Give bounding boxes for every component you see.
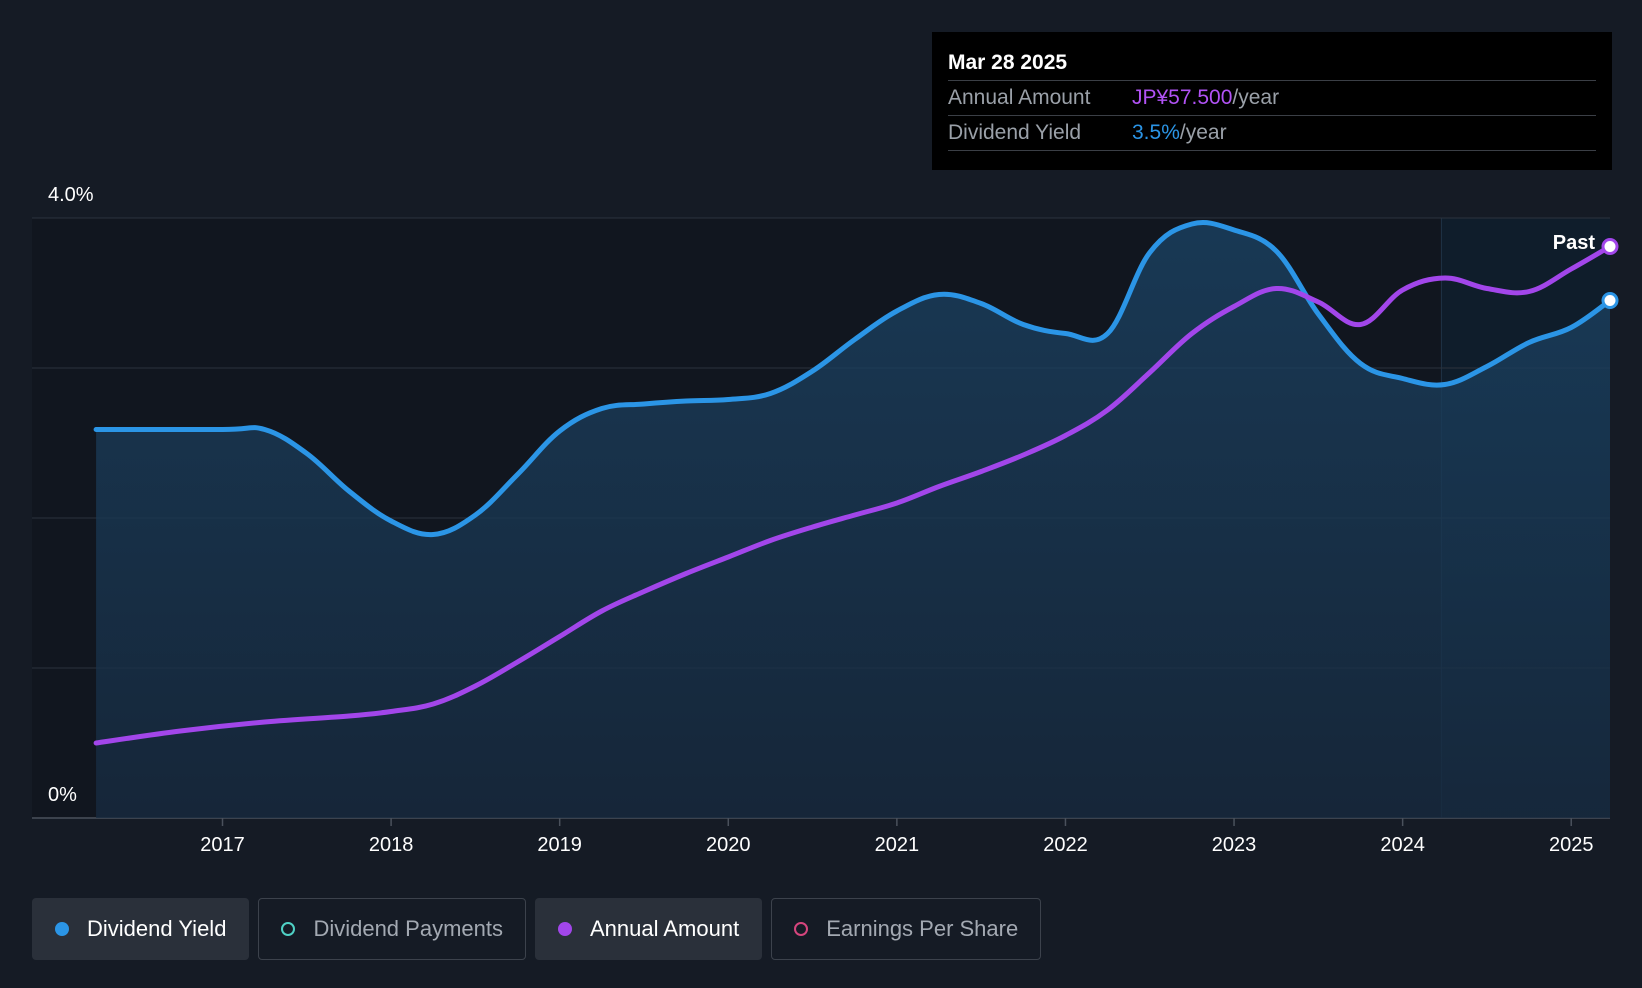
x-tick-label: 2025 (1549, 834, 1594, 856)
tooltip-value: 3.5% (1132, 121, 1180, 144)
x-tick-label: 2022 (1043, 834, 1088, 856)
tooltip-value: JP¥57.500 (1132, 86, 1233, 109)
past-region-label: Past (1553, 232, 1596, 254)
legend-earnings-per-share[interactable]: Earnings Per Share (771, 898, 1042, 960)
annual-amount-end-marker (1601, 238, 1619, 255)
tooltip-label: Annual Amount (948, 86, 1091, 109)
legend-dividend-yield[interactable]: Dividend Yield (32, 898, 250, 960)
legend-dot-icon (55, 922, 69, 936)
x-tick-label: 2021 (875, 834, 920, 856)
x-tick-label: 2017 (200, 834, 245, 856)
data-tooltip: Mar 28 2025 Annual Amount JP¥57.500 /yea… (932, 32, 1612, 170)
tooltip-unit: /year (1179, 121, 1227, 144)
legend-label: Dividend Yield (87, 916, 227, 941)
tooltip-row-annual-amount: Annual Amount JP¥57.500 /year (948, 80, 1596, 115)
legend-label: Annual Amount (589, 916, 740, 941)
legend-label: Earnings Per Share (826, 916, 1019, 941)
dividend-yield-line (93, 220, 1613, 538)
dividend-yield-area (96, 222, 1611, 818)
x-tick-label: 2020 (706, 834, 751, 856)
x-tick-label: 2019 (537, 834, 582, 856)
y-axis-top-label: 4.0% (48, 184, 94, 206)
x-tick-label: 2024 (1380, 834, 1425, 856)
dividend-yield-end-marker (1601, 292, 1619, 309)
legend-ring-icon (794, 922, 809, 936)
legend-ring-icon (281, 922, 296, 936)
legend-label: Dividend Payments (313, 916, 503, 941)
legend: Dividend Yield Dividend Payments Annual … (32, 898, 1042, 960)
tooltip-row-dividend-yield: Dividend Yield 3.5% /year (948, 115, 1596, 151)
legend-dot-icon (557, 922, 572, 936)
legend-annual-amount[interactable]: Annual Amount (534, 898, 763, 960)
x-tick-label: 2023 (1212, 834, 1257, 856)
tooltip-unit: /year (1232, 86, 1280, 109)
legend-dividend-payments[interactable]: Dividend Payments (258, 898, 526, 960)
y-axis-bottom-label: 0% (48, 784, 77, 806)
x-tick-label: 2018 (369, 834, 414, 856)
tooltip-label: Dividend Yield (948, 121, 1082, 144)
tooltip-date: Mar 28 2025 (948, 51, 1068, 74)
annual-amount-line (93, 244, 1613, 746)
